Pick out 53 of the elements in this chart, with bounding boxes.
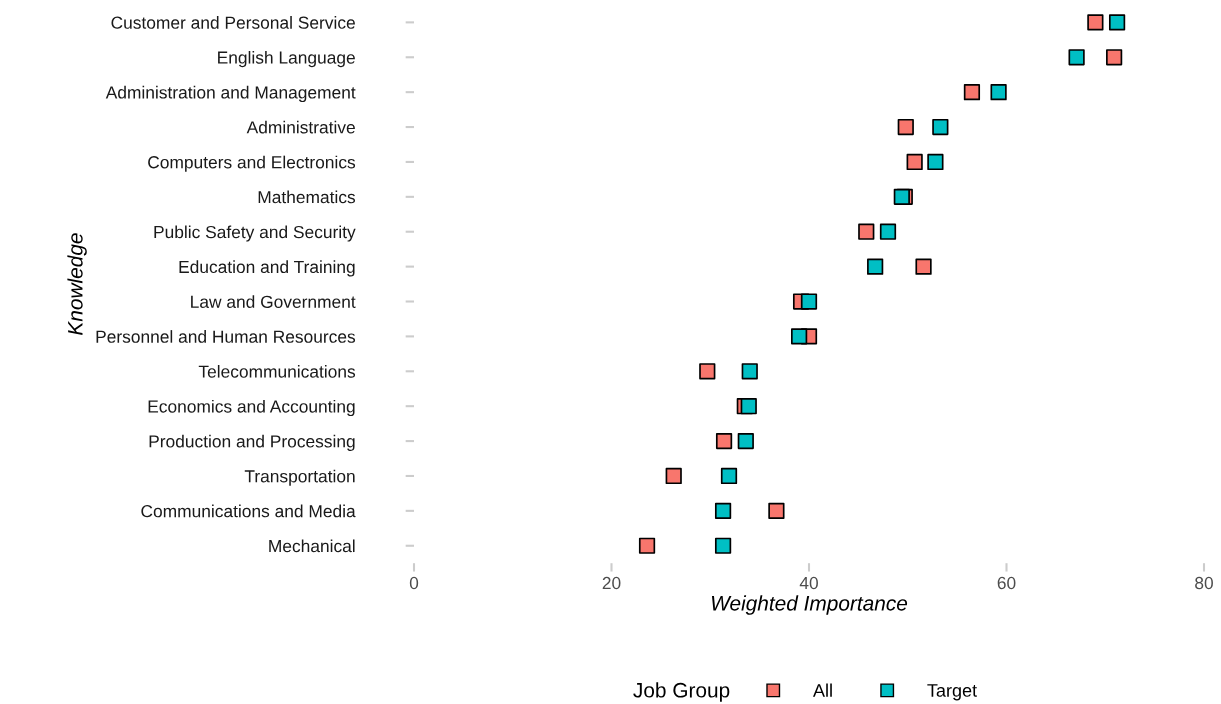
y-tick-label: Telecommunications (198, 365, 356, 378)
point (897, 118, 914, 136)
point (720, 467, 738, 485)
x-tick-label: 60 (997, 576, 1016, 590)
point (714, 502, 732, 519)
y-tick-label: Transportation (244, 469, 355, 486)
y-tick-label: Production and Processing (149, 434, 355, 451)
y-tick-label: Law and Government (191, 295, 356, 308)
y-tick-label: Computers and Electronics (148, 155, 356, 172)
point (990, 84, 1007, 101)
point (1108, 14, 1126, 31)
legend-label: All (813, 683, 832, 697)
point (927, 153, 944, 171)
y-axis-title: Knowledge (67, 233, 87, 335)
point (741, 363, 758, 380)
y-tick-label: Mechanical (269, 539, 355, 553)
y-tick-label: Customer and Personal Service (111, 16, 355, 29)
y-tick-label: Public Safety and Security (154, 225, 356, 242)
point (791, 328, 808, 345)
point (906, 153, 923, 171)
x-tick-label: 40 (799, 576, 818, 590)
x-tick-label: 0 (409, 576, 419, 590)
y-tick-label: Education and Training (179, 260, 355, 277)
point (915, 258, 932, 275)
point (800, 293, 818, 310)
point (715, 432, 733, 450)
point (963, 84, 981, 101)
y-tick-label: Mathematics (258, 190, 356, 204)
point (737, 432, 754, 450)
y-tick-label: Communications and Media (141, 504, 356, 518)
point (867, 258, 884, 275)
y-tick-label: English Language (218, 50, 355, 68)
y-tick-label: Economics and Accounting (148, 399, 355, 417)
x-tick-label: 20 (602, 576, 621, 590)
point (858, 223, 875, 240)
point (1087, 14, 1104, 31)
legend-label: Target (927, 684, 977, 701)
point (1068, 49, 1085, 66)
point (699, 363, 716, 380)
y-tick-label: Administration and Management (105, 85, 356, 103)
point (932, 118, 949, 136)
x-tick-label: 80 (1195, 576, 1213, 590)
point (714, 537, 732, 554)
point (665, 467, 682, 485)
point (1106, 49, 1123, 66)
point (740, 398, 757, 415)
legend-title: Job Group (633, 682, 730, 702)
point (638, 537, 656, 554)
point (768, 502, 785, 519)
point (879, 223, 897, 240)
y-tick-label: Administrative (246, 120, 355, 134)
y-tick-label: Personnel and Human Resources (96, 330, 356, 343)
x-axis-title: Weighted Importance (711, 595, 908, 615)
